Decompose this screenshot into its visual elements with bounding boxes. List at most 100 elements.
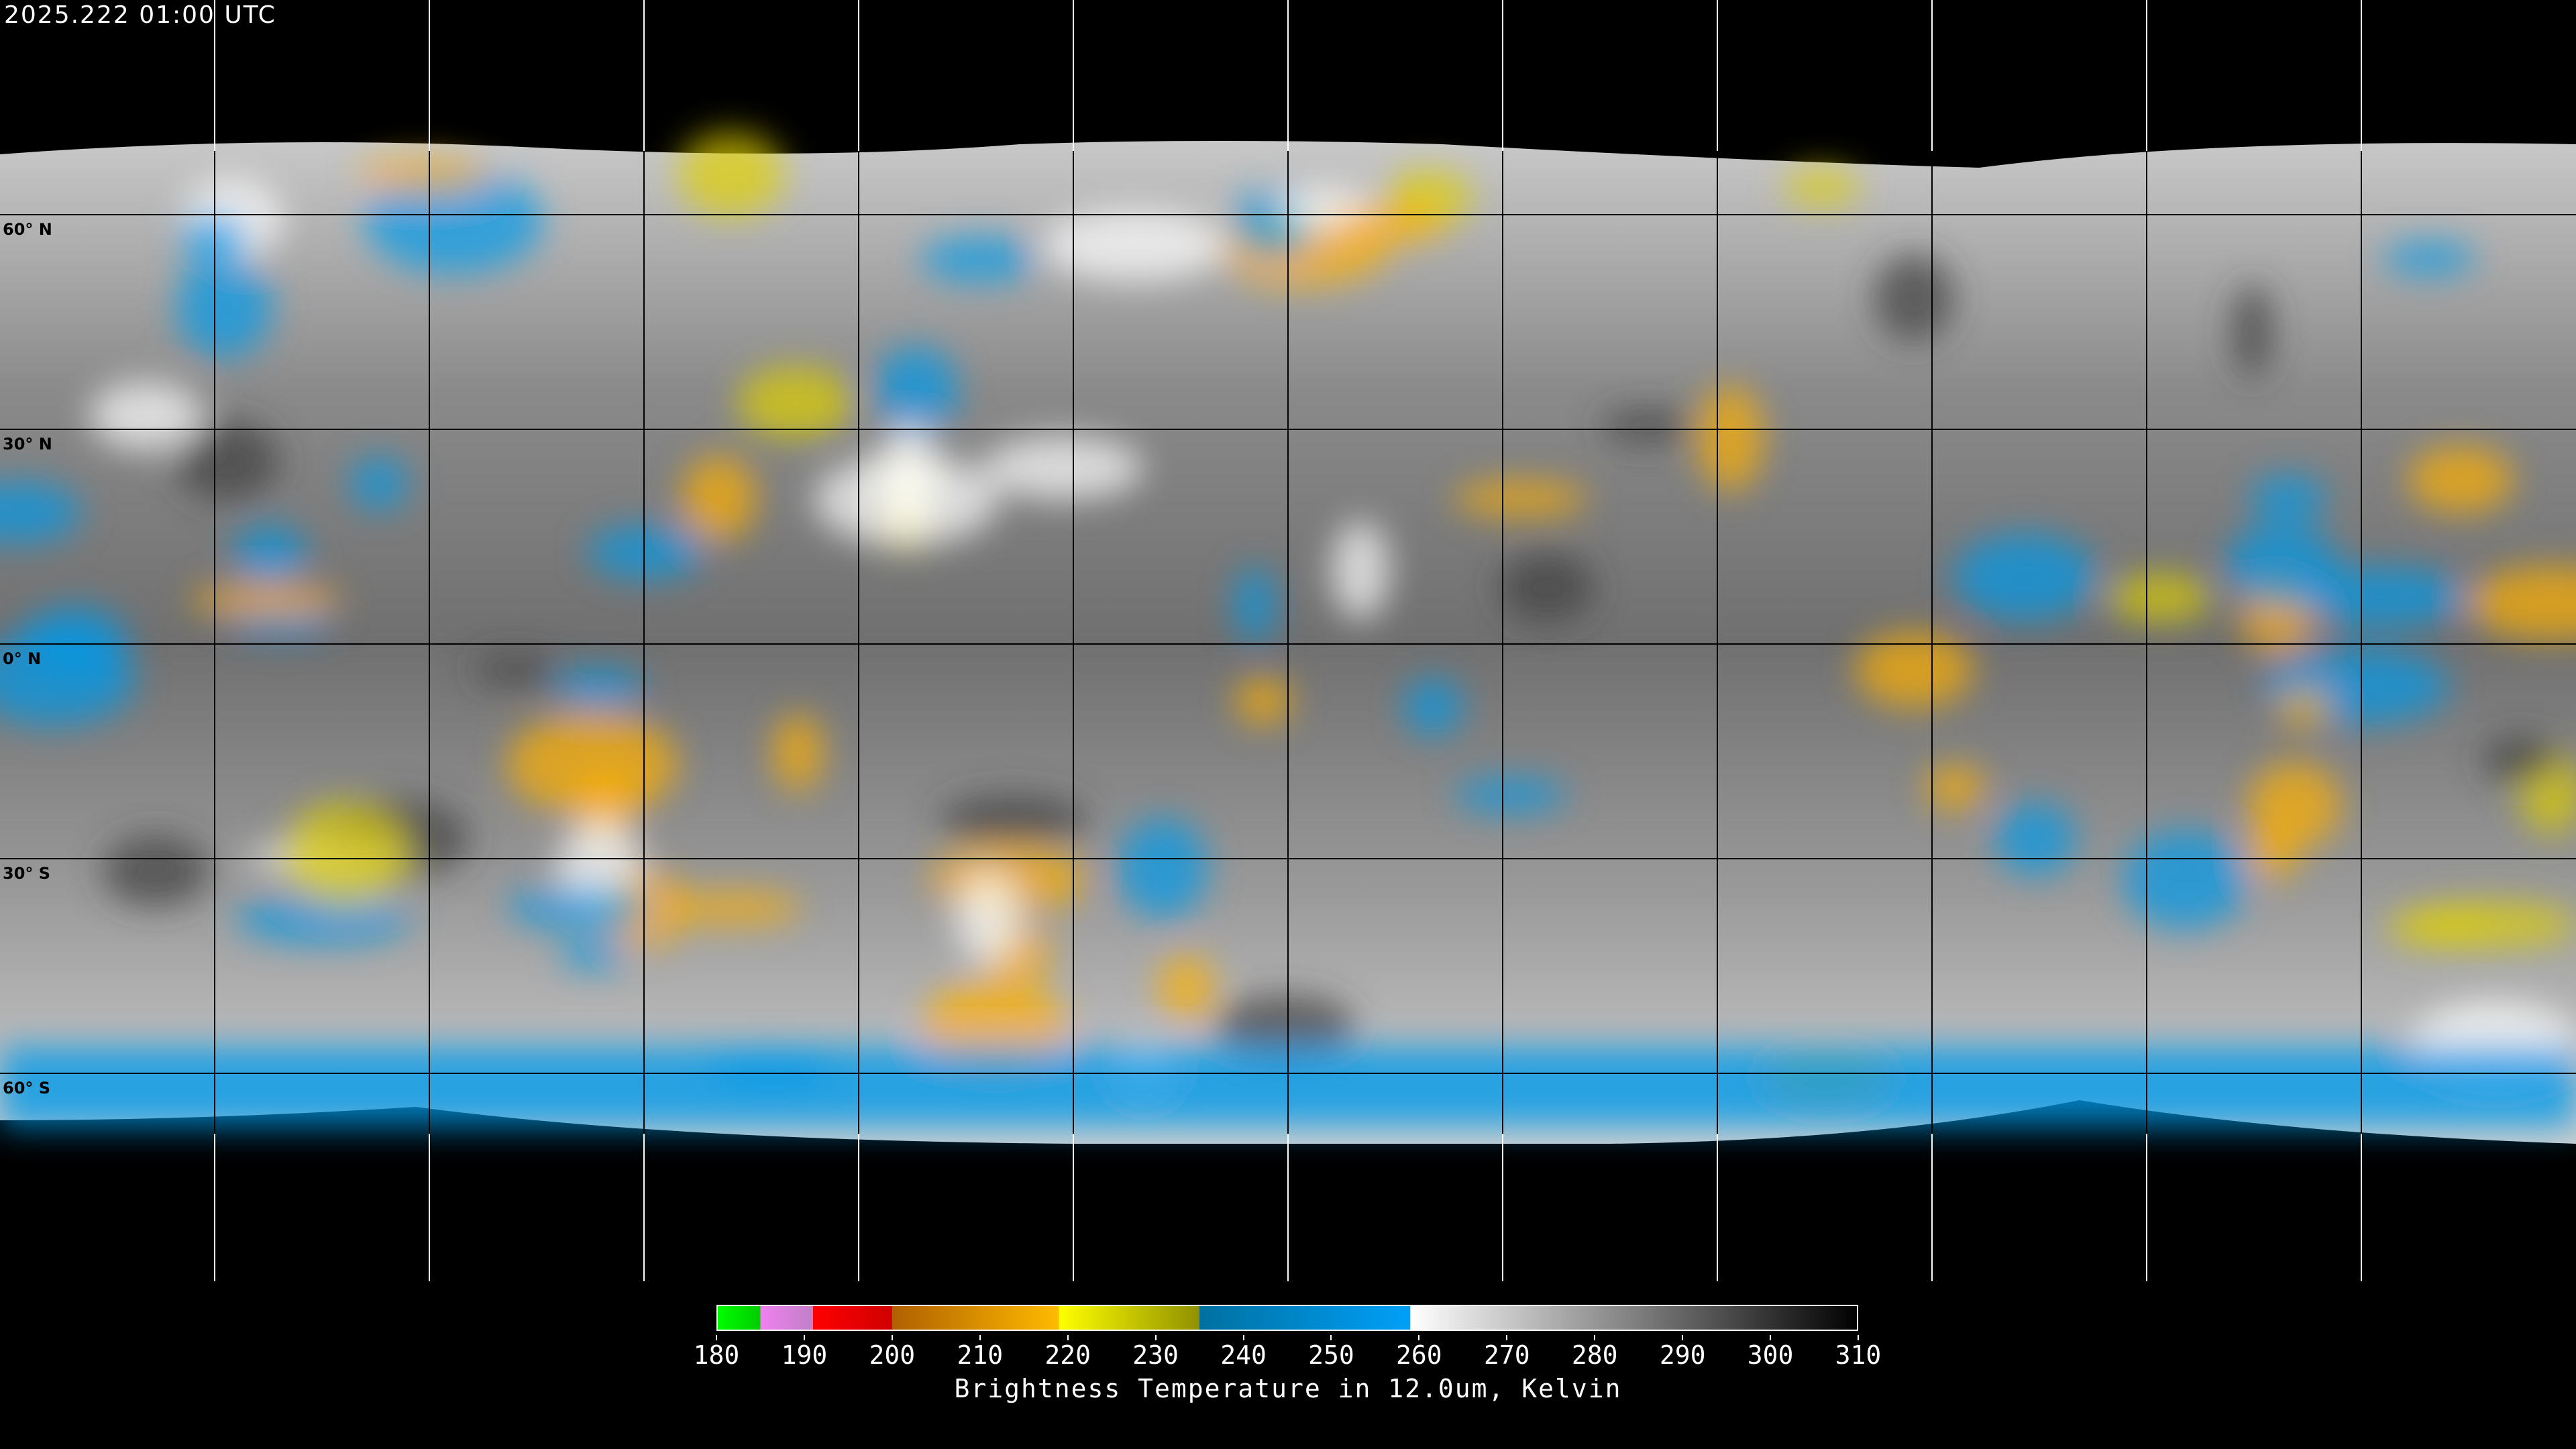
- cloud-feature: [681, 455, 756, 541]
- colorbar-tick-label: 200: [869, 1340, 916, 1370]
- colorbar-tick: [1242, 1335, 1244, 1340]
- cloud-feature: [21, 605, 127, 677]
- colorbar-tick: [1858, 1335, 1859, 1340]
- cloud-feature: [281, 802, 409, 907]
- colorbar-segment: [1199, 1305, 1411, 1331]
- colorbar-tick-label: 290: [1659, 1340, 1706, 1370]
- cloud-feature: [102, 835, 210, 907]
- colorbar-tick-label: 280: [1571, 1340, 1618, 1370]
- colorbar-tick-label: 260: [1396, 1340, 1442, 1370]
- cloud-feature: [2467, 566, 2576, 640]
- cloud-feature: [1158, 954, 1214, 1021]
- latitude-label: 0° N: [3, 649, 42, 668]
- cloud-feature: [2232, 284, 2273, 379]
- colorbar-tick: [716, 1335, 717, 1340]
- cloud-feature: [955, 871, 1021, 963]
- cloud-feature: [1331, 521, 1390, 621]
- cloud-feature: [89, 380, 203, 451]
- cloud-feature: [559, 939, 625, 970]
- cloud-feature: [663, 892, 802, 925]
- colorbar-tick-label: 180: [693, 1340, 740, 1370]
- cloud-feature: [2249, 474, 2327, 521]
- colorbar-segment: [892, 1305, 1060, 1331]
- colorbar-tick: [979, 1335, 981, 1340]
- cloud-feature: [508, 885, 651, 929]
- graticule: [214, 0, 2362, 1281]
- colorbar-tick: [1155, 1335, 1157, 1340]
- colorbar-tick-label: 220: [1044, 1340, 1091, 1370]
- colorbar-tick-label: 230: [1132, 1340, 1179, 1370]
- cloud-feature: [1783, 168, 1860, 206]
- colorbar-segment: [1410, 1305, 1858, 1331]
- cloud-feature: [1454, 777, 1567, 812]
- cloud-feature: [364, 168, 543, 274]
- cloud-feature: [1953, 533, 2098, 622]
- colorbar-segment: [716, 1305, 761, 1331]
- colorbar-tick-label: 270: [1483, 1340, 1530, 1370]
- cloud-feature: [2400, 902, 2576, 947]
- cloud-feature: [358, 158, 490, 193]
- cloud-feature: [2383, 241, 2476, 276]
- cloud-feature: [190, 584, 342, 616]
- cloud-feature: [2298, 566, 2466, 629]
- cloud-feature: [176, 256, 272, 358]
- cloud-feature: [814, 453, 999, 547]
- cloud-feature: [1855, 631, 1974, 708]
- colorbar-border: [716, 1305, 1858, 1331]
- cloud-feature: [175, 421, 280, 502]
- cloud-feature: [1994, 802, 2076, 877]
- cloud-feature: [773, 713, 823, 792]
- cloud-feature: [1499, 551, 1595, 623]
- cloud-feature: [1874, 254, 1954, 343]
- colorbar-tick: [1594, 1335, 1596, 1340]
- latitude-label: 60° N: [3, 220, 52, 239]
- colorbar-tick: [1682, 1335, 1684, 1340]
- cloud-feature: [678, 131, 785, 217]
- cloud-feature: [1404, 678, 1463, 737]
- colorbar-tick: [1506, 1335, 1508, 1340]
- cloud-feature: [920, 236, 1038, 282]
- colorbar-tick-label: 250: [1308, 1340, 1354, 1370]
- cloud-feature: [0, 481, 82, 544]
- cloud-feature: [2107, 574, 2212, 622]
- cloud-feature: [2248, 762, 2341, 849]
- cloud-feature: [1698, 385, 1764, 492]
- latitude-label: 30° N: [3, 435, 52, 453]
- cloud-feature: [235, 895, 409, 944]
- cloud-feature: [1925, 765, 1986, 810]
- cloud-feature: [2408, 446, 2514, 513]
- cloud-feature: [939, 794, 1089, 843]
- colorbar-segment: [1059, 1305, 1200, 1331]
- cloud-feature: [554, 668, 644, 708]
- cloud-feature: [1042, 209, 1226, 281]
- cloud-feature: [588, 525, 704, 579]
- cloud-feature: [179, 213, 248, 264]
- colorbar-tick: [1330, 1335, 1332, 1340]
- colorbar-title: Brightness Temperature in 12.0um, Kelvin: [954, 1374, 1622, 1403]
- colorbar-segment: [760, 1305, 814, 1331]
- colorbar-tick: [1770, 1335, 1772, 1340]
- colorbar-tick-label: 310: [1835, 1340, 1882, 1370]
- cloud-feature: [472, 655, 559, 685]
- colorbar-tick-label: 300: [1747, 1340, 1794, 1370]
- cloud-feature: [2123, 829, 2248, 930]
- colorbar-tick: [1067, 1335, 1069, 1340]
- colorbar-tick-label: 190: [781, 1340, 828, 1370]
- cloud-feature: [230, 609, 332, 637]
- cloud-feature: [233, 525, 307, 584]
- colorbar-tick: [803, 1335, 805, 1340]
- cloud-feature: [874, 345, 959, 436]
- colorbar-tick: [1418, 1335, 1420, 1340]
- cloud-feature: [2277, 688, 2330, 729]
- cloud-feature: [1454, 481, 1588, 516]
- timestamp: 2025.222 01:00 UTC: [4, 1, 276, 29]
- colorbar-tick-label: 240: [1220, 1340, 1267, 1370]
- colorbar-segment: [813, 1305, 893, 1331]
- cloud-feature: [1234, 678, 1292, 724]
- colorbar-tick: [891, 1335, 893, 1340]
- cloud-feature: [350, 457, 408, 511]
- colorbar-tick-label: 210: [957, 1340, 1004, 1370]
- cloud-feature: [1118, 817, 1208, 920]
- cloud-feature: [1338, 204, 1446, 244]
- cloud-feature: [1214, 994, 1356, 1058]
